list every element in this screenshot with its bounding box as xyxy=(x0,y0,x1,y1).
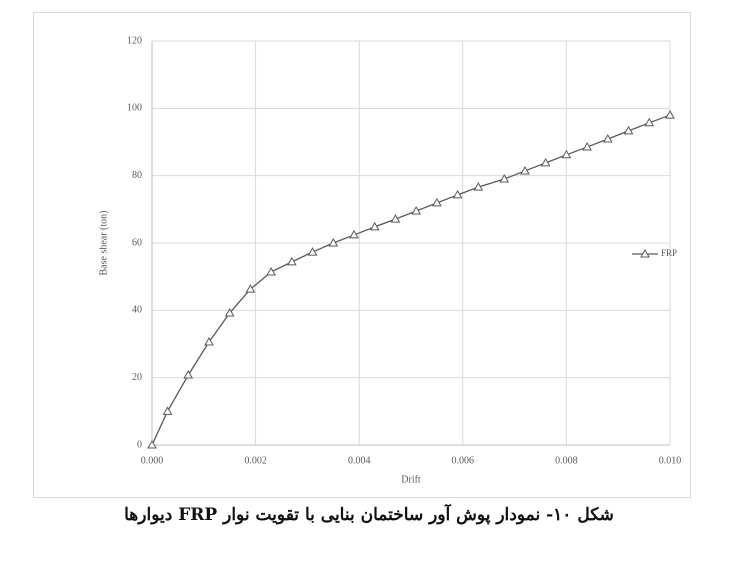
point-marker xyxy=(561,149,572,159)
point-marker xyxy=(349,229,359,239)
x-axis-label: Drift xyxy=(401,474,421,485)
point-marker xyxy=(623,125,634,135)
x-tick-label: 0.008 xyxy=(555,455,578,466)
point-marker xyxy=(307,247,318,256)
point-marker xyxy=(540,157,551,167)
x-tick-label: 0.000 xyxy=(141,455,164,466)
point-marker xyxy=(390,214,401,223)
legend-marker xyxy=(640,248,650,258)
point-marker xyxy=(452,189,463,199)
x-tick-label: 0.006 xyxy=(452,455,475,466)
point-marker xyxy=(245,284,256,293)
point-marker xyxy=(286,256,297,266)
x-tick-label: 0.010 xyxy=(659,455,682,466)
y-tick-label: 0 xyxy=(137,439,142,450)
point-marker xyxy=(224,308,235,317)
point-marker xyxy=(369,221,380,231)
point-marker xyxy=(582,142,592,151)
point-marker xyxy=(665,110,675,119)
point-marker xyxy=(602,133,613,143)
y-tick-label: 120 xyxy=(127,35,142,46)
point-marker xyxy=(473,182,484,191)
y-tick-label: 40 xyxy=(132,305,142,316)
y-tick-label: 100 xyxy=(127,103,142,114)
y-axis-label: Base shear (ton) xyxy=(98,211,109,276)
x-tick-label: 0.004 xyxy=(348,455,371,466)
y-tick-label: 80 xyxy=(132,170,142,181)
point-marker xyxy=(266,266,277,276)
x-tick-label: 0.002 xyxy=(244,455,267,466)
chart-border xyxy=(33,12,691,498)
y-tick-label: 20 xyxy=(132,372,142,383)
chart: Drift Base shear (ton) 0 20 40 60 80 100 120 0.… xyxy=(33,12,691,498)
y-tick-label: 60 xyxy=(132,237,142,248)
point-marker xyxy=(432,197,442,207)
legend-label: FRP xyxy=(661,248,677,258)
point-marker xyxy=(411,206,422,215)
point-marker xyxy=(644,117,655,127)
point-marker xyxy=(499,174,510,183)
point-marker xyxy=(147,439,157,449)
point-marker xyxy=(328,237,339,247)
point-marker xyxy=(204,336,214,346)
point-marker xyxy=(520,165,530,175)
caption: شکل ۱۰- نمودار پوش آور ساختمان بنایی با … xyxy=(124,505,614,525)
point-marker xyxy=(183,369,194,379)
point-marker xyxy=(162,406,173,415)
